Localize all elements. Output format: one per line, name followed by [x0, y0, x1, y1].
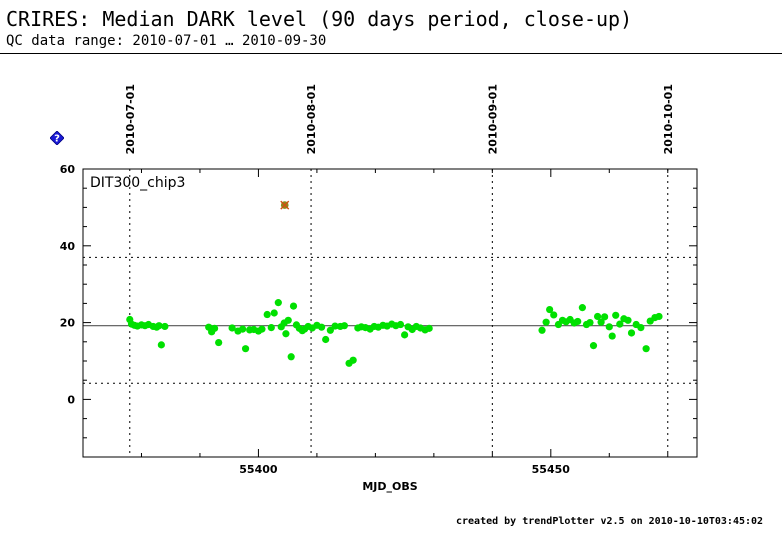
y-tick-label: 60 [60, 163, 76, 176]
data-point [228, 324, 236, 332]
data-point [608, 332, 616, 340]
x-axis-label: MJD_OBS [362, 480, 417, 493]
data-point [349, 356, 357, 364]
data-point [624, 316, 632, 324]
data-point [546, 305, 554, 314]
data-point [267, 323, 275, 332]
header-divider [0, 53, 782, 54]
data-point [593, 312, 602, 321]
data-point [550, 311, 558, 319]
data-point [215, 338, 223, 347]
data-point [322, 335, 330, 344]
help-icon-glyph: ? [54, 134, 60, 145]
data-point [161, 322, 169, 331]
data-point [331, 322, 339, 330]
data-point [155, 322, 163, 330]
outlier-points [280, 200, 290, 210]
data-point [326, 326, 334, 334]
data-points [126, 299, 663, 367]
data-point [239, 325, 247, 333]
data-point [396, 320, 405, 329]
data-point [274, 299, 282, 307]
date-marker-label: 2010-10-01 [662, 84, 675, 154]
y-tick-label: 40 [60, 240, 76, 253]
x-tick-label: 55450 [532, 463, 571, 476]
data-point [157, 341, 165, 349]
data-point [578, 304, 586, 312]
y-tick-label: 0 [67, 393, 75, 406]
data-point [616, 320, 624, 328]
data-point [241, 345, 250, 353]
data-point [425, 324, 433, 332]
axes: 0 20 40 60 55400 55450 [60, 163, 697, 476]
data-point [601, 313, 609, 321]
date-marker-label: 2010-08-01 [305, 84, 318, 154]
date-marker-label: 2010-07-01 [124, 84, 137, 154]
plot-frame [82, 168, 698, 458]
date-markers: 2010-07-01 2010-08-01 2010-09-01 2010-10-01 [124, 84, 675, 457]
data-point [589, 342, 598, 350]
panel-label: DIT300_chip3 [90, 175, 185, 191]
data-point [317, 323, 326, 331]
data-point [637, 323, 645, 332]
data-point [401, 331, 409, 339]
data-point [340, 322, 348, 330]
data-point [627, 329, 636, 337]
data-point [287, 353, 295, 361]
data-point [542, 318, 550, 326]
data-point [284, 316, 292, 324]
footer-credit: created by trendPlotter v2.5 on 2010-10-… [456, 516, 764, 527]
data-point [597, 318, 605, 326]
data-point [612, 311, 620, 319]
data-point [605, 323, 613, 331]
data-point [282, 330, 290, 338]
data-point [258, 325, 266, 333]
outlier-marker [280, 200, 290, 210]
page-subtitle: QC data range: 2010-07-01 … 2010-09-30 [6, 33, 327, 49]
data-point [263, 310, 271, 319]
date-marker-label: 2010-09-01 [486, 84, 499, 154]
data-point [538, 326, 546, 334]
data-point [210, 324, 219, 332]
page-title: CRIRES: Median DARK level (90 days perio… [6, 7, 633, 31]
data-point [270, 309, 278, 317]
y-tick-label: 20 [60, 317, 76, 330]
data-point [574, 317, 582, 326]
data-point [586, 319, 594, 327]
data-point [289, 302, 298, 310]
data-point [655, 312, 663, 321]
help-icon[interactable]: ? [50, 131, 64, 145]
x-tick-label: 55400 [239, 463, 278, 476]
data-point [642, 345, 650, 353]
